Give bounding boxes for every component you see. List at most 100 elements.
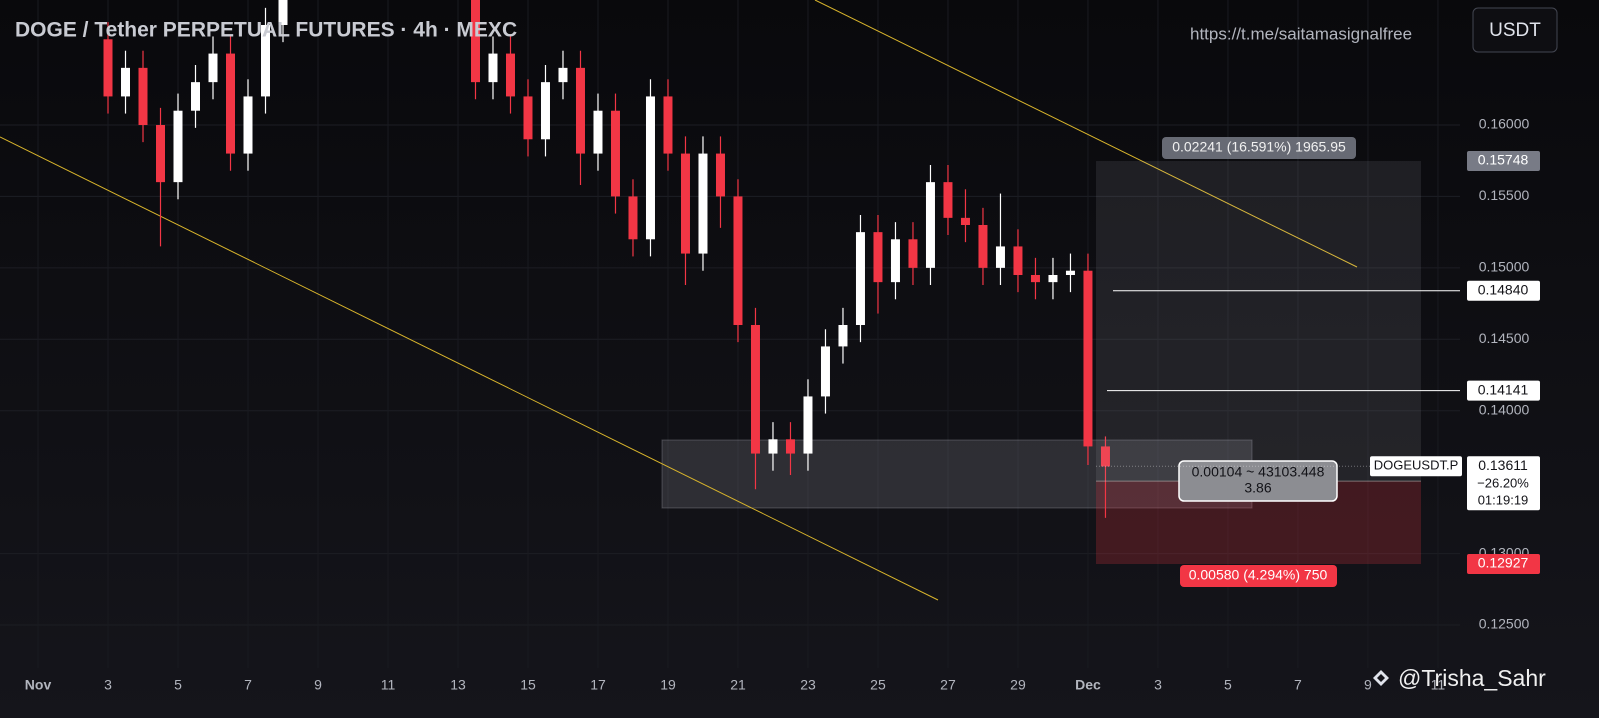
candle-body [925,182,935,268]
candle-body [873,232,883,283]
target-measure-box [1162,137,1356,159]
x-tick-label: 13 [450,677,466,693]
candle-body [558,67,568,83]
x-tick-label: 25 [870,677,886,693]
x-tick-label: 9 [1364,677,1372,693]
candle-body [1013,246,1023,275]
y-tick-label: 0.14500 [1479,330,1530,346]
symbol-box [1370,456,1462,477]
x-tick-label: 19 [660,677,676,693]
price-label-box [1467,151,1540,171]
candle-body [1100,446,1110,467]
candle-body [138,67,148,125]
candle-body [226,53,236,154]
x-tick-label: 27 [940,677,956,693]
countdown: 01:19:19 [1478,493,1529,508]
link[interactable]: https://t.me/saitamasignalfree [1190,24,1412,43]
candle-body [505,53,515,97]
price-label-box [1467,380,1540,401]
candle-body [943,182,953,218]
candle-body [733,196,743,325]
stop-measure: 0.00580 (4.294%) 750 [1189,567,1328,583]
candle-body [628,196,638,240]
price-label: 0.15748 [1478,152,1529,168]
overlay: 0.125000.130000.140000.145000.150000.155… [25,116,1540,693]
candle-body [488,53,498,83]
x-tick-label: 29 [1010,677,1026,693]
currency-button[interactable] [1472,7,1558,53]
candle-body [1030,275,1040,283]
candle-body [156,125,166,183]
price-label: 0.12927 [1478,555,1529,571]
candle-body [540,82,550,140]
candle-body [663,96,673,154]
candle-body [698,153,708,254]
price-label-box [1467,554,1540,574]
candle-body [191,82,201,111]
y-tick-label: 0.15500 [1479,187,1530,203]
candle-body [768,439,778,454]
cursor-measure: 3.86 [1244,480,1271,496]
symbol-label: DOGEUSDT.P [1374,458,1459,473]
candle-body [575,67,585,154]
trendline [814,0,1358,268]
candle-body [593,110,603,154]
x-tick-label: Dec [1075,677,1101,693]
candle-body [278,0,288,25]
x-tick-label: 21 [730,677,746,693]
cursor-measure: 0.00104 ~ 43103.448 [1192,464,1325,480]
x-tick-label: 11 [1431,677,1446,693]
candle-body [680,153,690,254]
last-price-change: −26.20% [1477,476,1529,491]
price-label-box [1467,280,1540,301]
candle-body [103,39,113,97]
watermark-icon [1373,670,1389,686]
target-measure: 0.02241 (16.591%) 1965.95 [1172,139,1346,155]
drawings [0,0,1358,601]
candle-body [820,346,830,397]
candle-body [908,239,918,268]
y-tick-label: 0.12500 [1479,616,1530,632]
cursor-measure-box [1178,460,1338,502]
price-label: 0.14141 [1478,381,1529,397]
candle-body [960,217,970,225]
candle-body [1083,270,1093,447]
candle-body [890,239,900,283]
last-price: 0.13611 [1478,457,1528,473]
candle-body [855,232,865,325]
x-tick-label: Nov [25,677,52,693]
x-tick-label: 5 [1224,677,1232,693]
x-tick-label: 17 [590,677,606,693]
candle-body [715,153,725,197]
candle-body [803,396,813,454]
candle-body [645,96,655,240]
x-tick-label: 3 [1154,677,1162,693]
y-tick-label: 0.15000 [1479,259,1530,275]
candle-body [995,246,1005,268]
price-label: 0.14840 [1478,281,1529,297]
candle-body [978,225,988,268]
x-tick-label: 7 [1294,677,1302,693]
y-tick-label: 0.16000 [1479,116,1530,132]
x-tick-label: 9 [314,677,322,693]
profit-zone [1096,161,1421,482]
x-tick-label: 5 [174,677,182,693]
chart-title: DOGE / Tether PERPETUAL FUTURES · 4h · M… [15,19,517,42]
candle-body [208,53,218,83]
candle-body [173,110,183,183]
candle-body [470,0,480,83]
x-tick-label: 3 [104,677,112,693]
candle-body [523,96,533,140]
x-tick-label: 11 [381,677,396,693]
x-tick-label: 15 [520,677,536,693]
candle-body [121,67,131,97]
watermark: @Trisha_Sahr [1398,665,1546,691]
candle-body [1065,270,1075,275]
trendline [0,136,939,601]
currency-button-label[interactable]: USDT [1489,20,1541,41]
candle-body [260,25,270,97]
candle-body [750,325,760,454]
candle-body [838,325,848,347]
